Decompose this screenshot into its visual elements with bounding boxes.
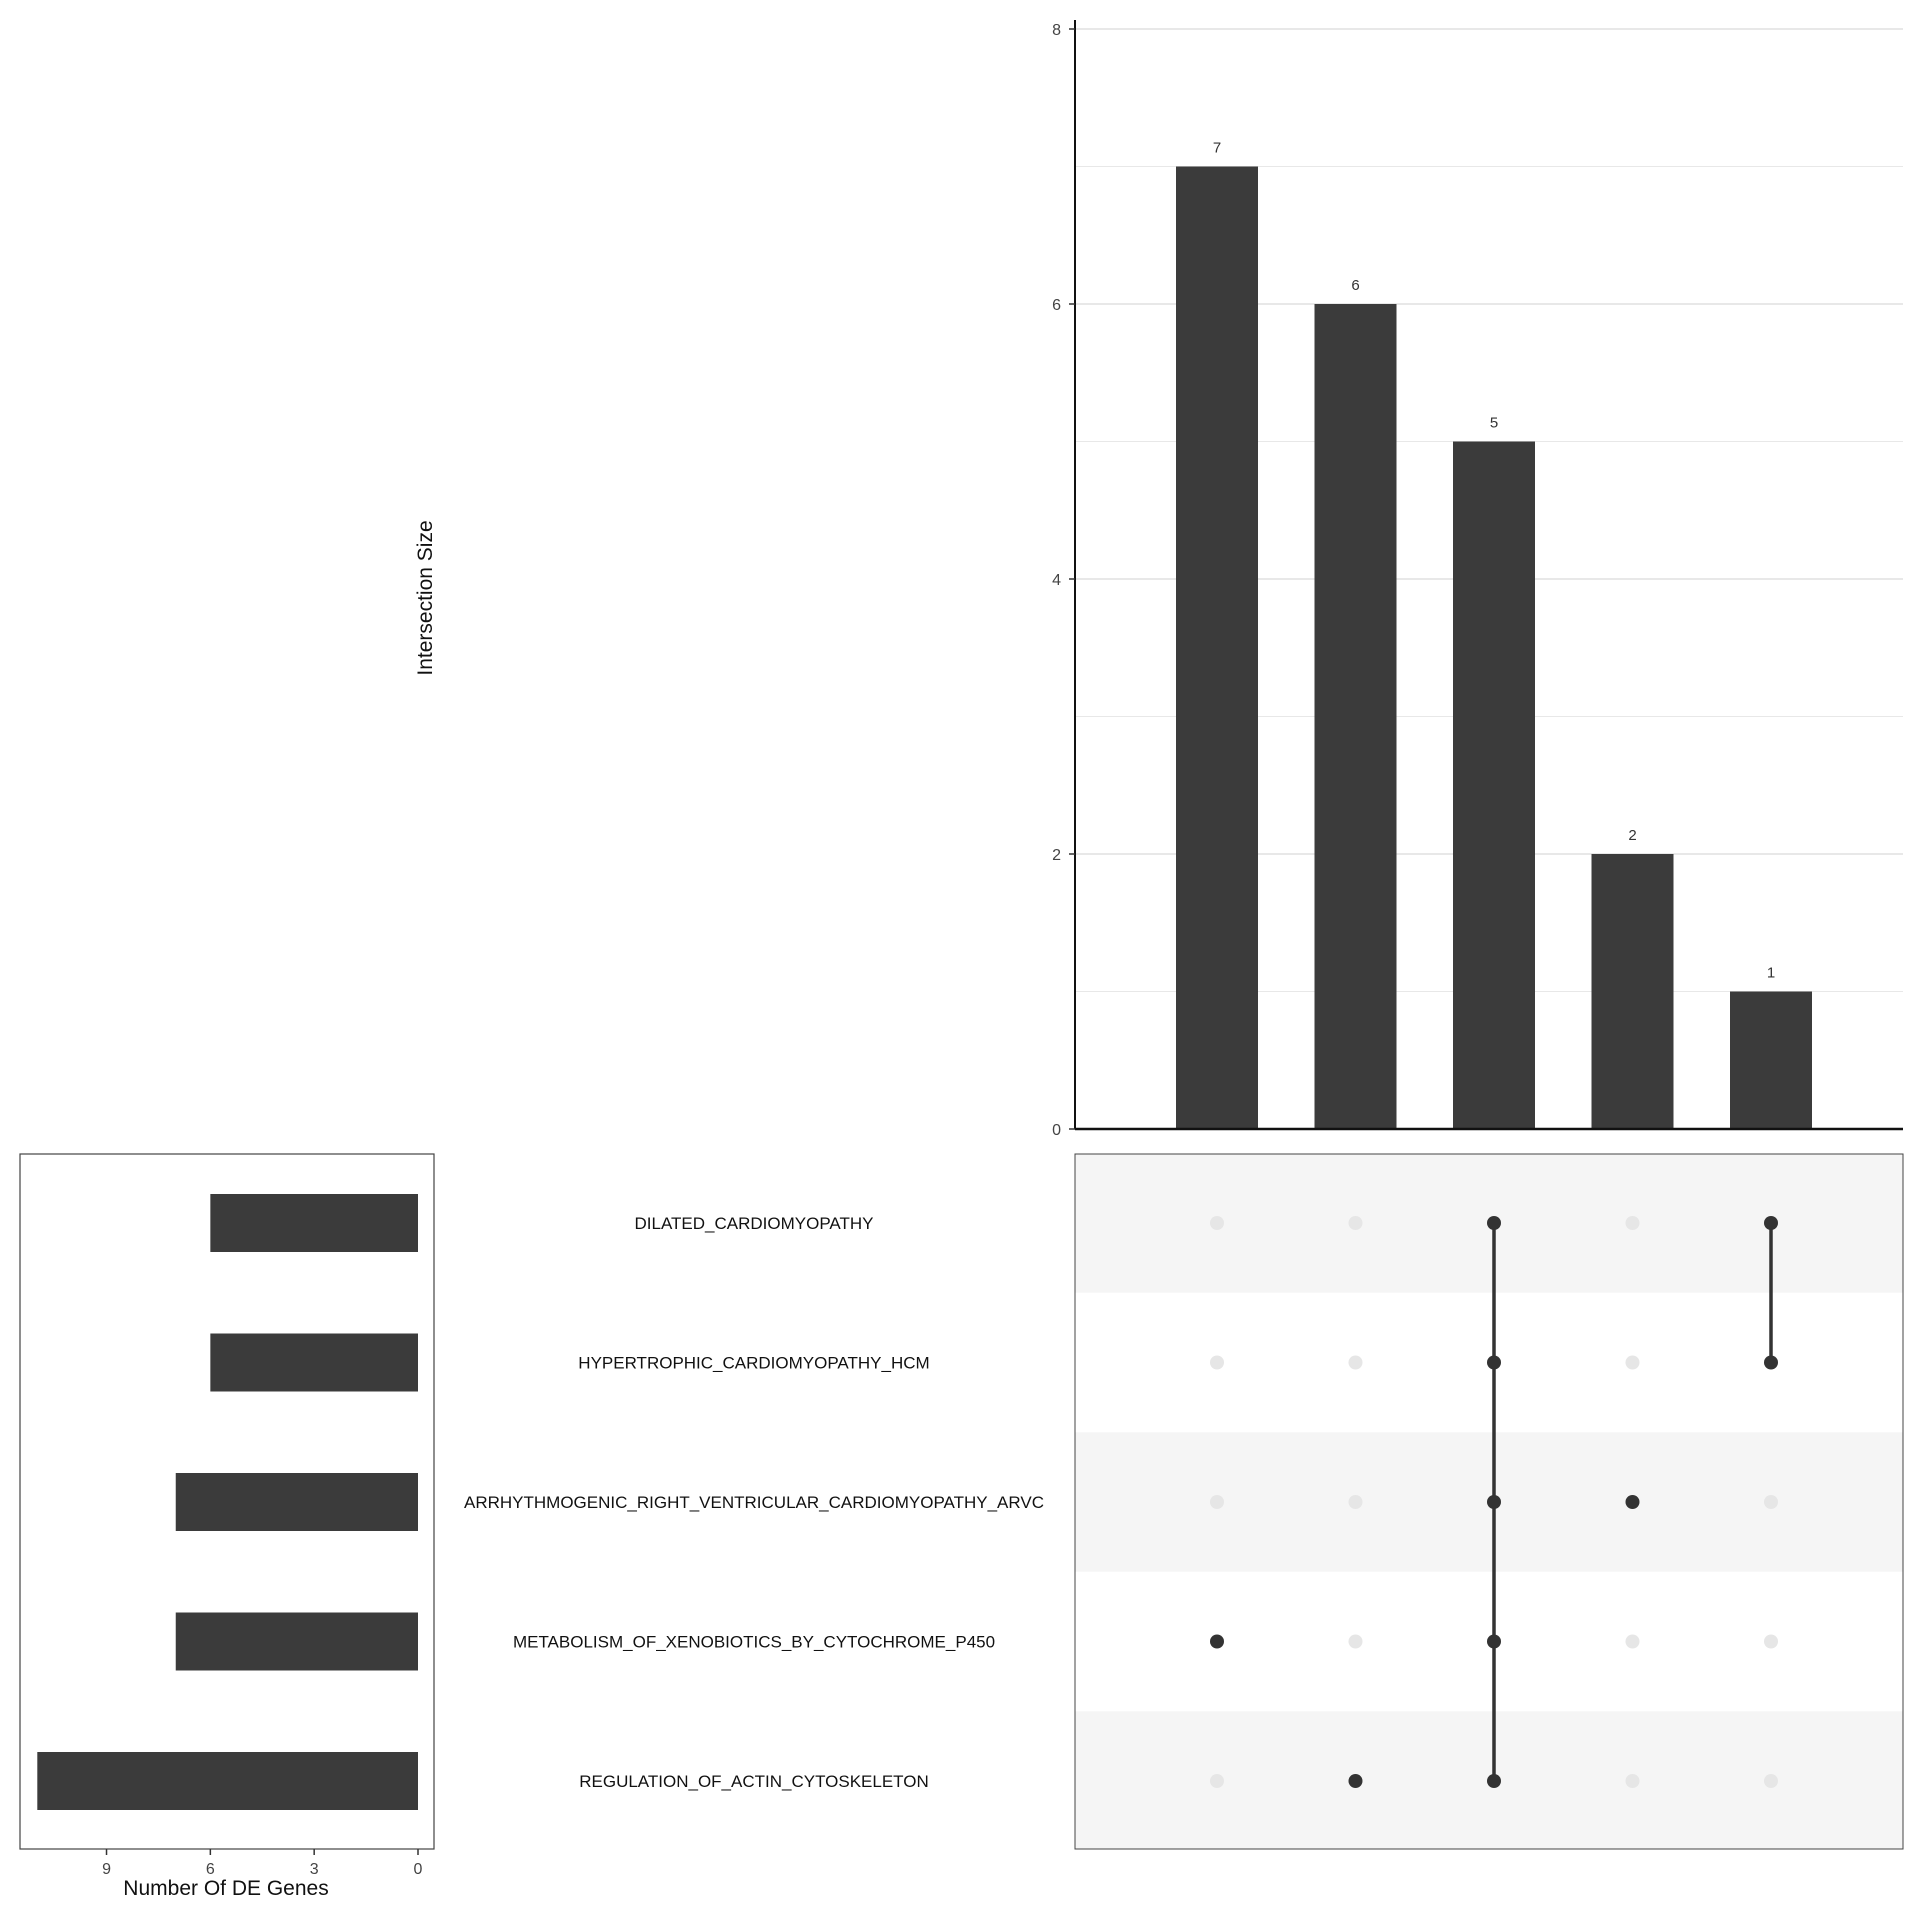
set-label: HYPERTROPHIC_CARDIOMYOPATHY_HCM	[578, 1354, 929, 1373]
membership-dot-inactive	[1210, 1774, 1224, 1788]
membership-dot-active	[1625, 1495, 1640, 1509]
y-axis-title: Intersection Size	[414, 520, 437, 675]
bar-value-label: 7	[1213, 140, 1221, 157]
intersection-bar	[1314, 304, 1397, 1129]
membership-dot-active	[1348, 1774, 1363, 1788]
set-labels: DILATED_CARDIOMYOPATHY HYPERTROPHIC_CARDI…	[464, 1214, 1044, 1791]
membership-dot-inactive	[1764, 1634, 1778, 1649]
intersection-bar	[1453, 441, 1535, 1129]
membership-matrix	[1210, 1216, 1778, 1788]
bar-value-label: 5	[1490, 415, 1498, 432]
set-label: METABOLISM_OF_XENOBIOTICS_BY_CYTOCHROME_…	[513, 1633, 995, 1652]
y-tick-label: 2	[1052, 847, 1061, 864]
membership-dot-inactive	[1348, 1216, 1363, 1230]
membership-dot-inactive	[1348, 1495, 1363, 1509]
set-size-bar	[210, 1333, 418, 1392]
x-tick-label: 0	[414, 1861, 423, 1878]
membership-dot-inactive	[1764, 1495, 1778, 1509]
set-label: ARRHYTHMOGENIC_RIGHT_VENTRICULAR_CARDIOM…	[464, 1493, 1044, 1512]
set-label: REGULATION_OF_ACTIN_CYTOSKELETON	[579, 1772, 929, 1791]
x-tick-label: 3	[310, 1861, 319, 1878]
y-tick-label: 8	[1052, 22, 1061, 39]
set-size-panel-frame	[19, 1153, 435, 1850]
membership-dot-inactive	[1625, 1634, 1640, 1649]
x-tick-label: 9	[102, 1861, 111, 1878]
membership-dot-inactive	[1348, 1634, 1363, 1649]
set-size-bar	[175, 1473, 418, 1531]
bar-value-label: 2	[1628, 827, 1636, 844]
x-tick-label: 6	[206, 1861, 215, 1878]
membership-dot-active	[1210, 1634, 1224, 1649]
membership-dot-active	[1487, 1634, 1501, 1649]
set-size-x-axis: 9 6 3 0	[102, 1849, 423, 1878]
membership-dot-inactive	[1625, 1774, 1640, 1788]
membership-dot-inactive	[1764, 1774, 1778, 1788]
set-size-bar	[175, 1612, 418, 1671]
membership-dot-inactive	[1210, 1495, 1224, 1509]
set-size-bars	[19, 1153, 435, 1850]
y-tick-label: 6	[1052, 297, 1061, 314]
bar-value-label: 6	[1351, 277, 1359, 294]
intersection-y-axis: 0 2 4 6 8	[1052, 20, 1903, 1139]
set-label: DILATED_CARDIOMYOPATHY	[635, 1214, 874, 1233]
x-axis-title: Number Of DE Genes	[123, 1877, 328, 1900]
bar-value-label: 1	[1767, 965, 1775, 982]
membership-dot-active	[1487, 1355, 1501, 1370]
membership-dot-active	[1764, 1355, 1778, 1370]
membership-dot-active	[1487, 1774, 1501, 1788]
membership-dot-inactive	[1625, 1216, 1640, 1230]
intersection-bar	[1591, 854, 1674, 1129]
y-tick-label: 0	[1052, 1122, 1061, 1139]
intersection-bars	[1176, 166, 1812, 1129]
membership-dot-inactive	[1210, 1355, 1224, 1370]
membership-dot-inactive	[1348, 1355, 1363, 1370]
y-tick-label: 4	[1052, 572, 1061, 589]
membership-dot-active	[1487, 1495, 1501, 1509]
membership-dot-inactive	[1210, 1216, 1224, 1230]
matrix-frame	[1074, 1153, 1904, 1850]
intersection-value-labels: 7 6 5 2 1	[1213, 140, 1775, 982]
set-size-bar	[210, 1194, 418, 1252]
intersection-bar	[1730, 991, 1812, 1129]
intersection-bar	[1176, 166, 1258, 1129]
membership-dot-active	[1764, 1216, 1778, 1230]
set-size-bar	[37, 1752, 418, 1810]
membership-dot-inactive	[1625, 1355, 1640, 1370]
membership-dot-active	[1487, 1216, 1501, 1230]
